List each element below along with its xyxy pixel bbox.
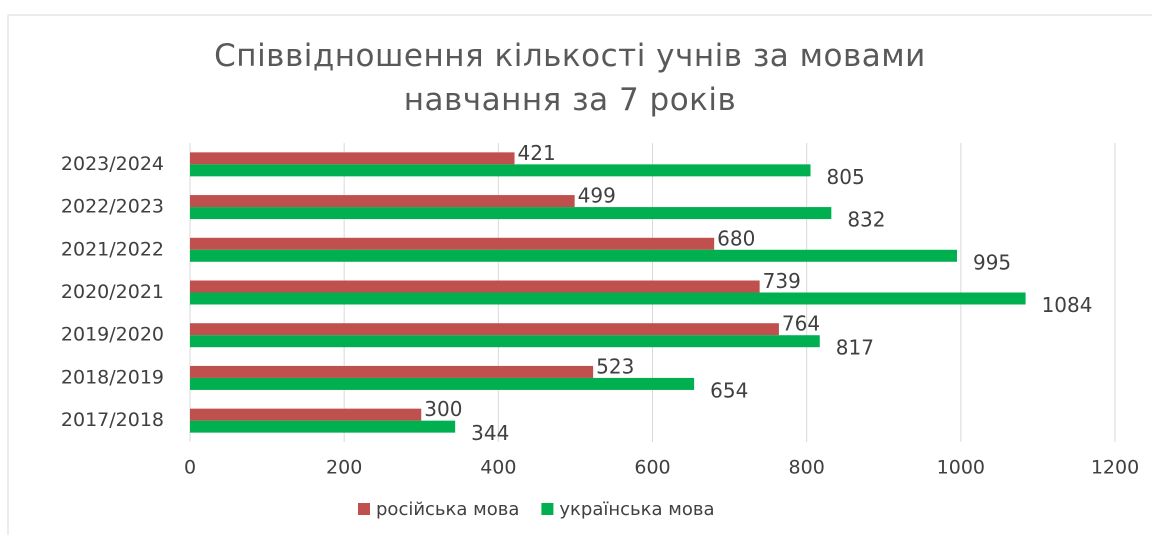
y-tick-label: 2023/2024	[61, 153, 164, 175]
bar	[190, 280, 760, 293]
y-tick-label: 2019/2020	[61, 324, 164, 346]
y-tick-label: 2017/2018	[61, 409, 164, 431]
chart-title: Співвідношення кількості учнів за мовами…	[214, 38, 926, 118]
bar	[190, 152, 515, 165]
value-label: 832	[847, 208, 885, 232]
legend-label: українська мова	[559, 499, 714, 520]
legend-label: російська мова	[376, 499, 519, 520]
y-tick-label: 2022/2023	[61, 196, 164, 218]
x-tick-label: 800	[789, 457, 825, 479]
bar	[190, 323, 779, 336]
value-label: 421	[518, 141, 556, 165]
value-label: 764	[782, 312, 820, 336]
bar	[190, 249, 957, 262]
bar	[190, 420, 456, 433]
bar	[190, 207, 832, 220]
bar	[190, 335, 820, 348]
x-tick-label: 1000	[937, 457, 985, 479]
value-label: 680	[717, 226, 755, 250]
bar	[190, 365, 594, 378]
chart-frame	[7, 14, 1152, 535]
x-tick-label: 0	[184, 457, 196, 479]
y-tick-label: 2018/2019	[61, 366, 164, 388]
bar	[190, 292, 1026, 305]
legend-swatch	[541, 503, 554, 515]
value-label: 344	[471, 421, 509, 445]
bar	[190, 195, 575, 208]
bar	[190, 237, 715, 250]
bar	[190, 164, 811, 177]
y-tick-label: 2021/2022	[61, 238, 164, 260]
value-label: 1084	[1042, 293, 1093, 317]
value-label: 300	[424, 397, 462, 421]
x-tick-label: 400	[480, 457, 516, 479]
value-label: 499	[578, 184, 616, 208]
x-tick-label: 1200	[1091, 457, 1139, 479]
value-label: 523	[596, 354, 634, 378]
y-tick-label: 2020/2021	[61, 281, 164, 303]
legend-swatch	[358, 503, 370, 515]
bar	[190, 377, 695, 390]
x-tick-label: 600	[634, 457, 670, 479]
x-tick-label: 200	[326, 457, 362, 479]
value-label: 805	[827, 165, 865, 189]
value-label: 739	[763, 269, 801, 293]
value-label: 817	[836, 336, 874, 360]
value-label: 995	[973, 250, 1011, 274]
bar	[190, 408, 422, 421]
value-label: 654	[710, 378, 748, 402]
